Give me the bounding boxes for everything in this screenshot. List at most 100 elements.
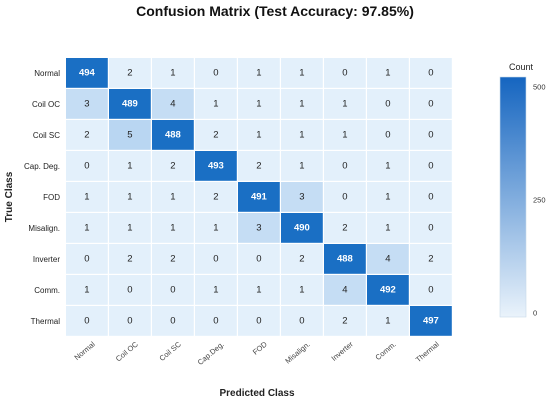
cell-value-label: 1 [213, 284, 218, 295]
heatmap-cell [367, 275, 409, 305]
x-tick-label: Thermal [414, 339, 441, 364]
cell-value-label: 0 [170, 315, 175, 326]
heatmap-cell [367, 213, 409, 243]
heatmap-cell [109, 182, 151, 212]
heatmap-cell [152, 151, 194, 181]
cell-value-label: 1 [170, 191, 175, 202]
cell-value-label: 0 [342, 191, 347, 202]
heatmap-cell [195, 120, 237, 150]
cell-value-label: 0 [256, 253, 261, 264]
heatmap-cell [367, 306, 409, 336]
cell-value-label: 488 [165, 129, 181, 140]
heatmap-cell [109, 89, 151, 119]
cell-value-label: 0 [213, 315, 218, 326]
heatmap-cell [195, 275, 237, 305]
cell-value-label: 0 [299, 315, 304, 326]
y-tick-label: Normal [34, 69, 60, 78]
heatmap-cell [324, 120, 366, 150]
cell-value-label: 1 [342, 98, 347, 109]
cell-value-label: 5 [127, 129, 132, 140]
heatmap-cell [367, 151, 409, 181]
cell-value-label: 1 [213, 98, 218, 109]
heatmap-cell [66, 151, 108, 181]
cell-value-label: 1 [385, 67, 390, 78]
cell-value-label: 0 [256, 315, 261, 326]
cell-value-label: 1 [127, 222, 132, 233]
heatmap-cell [324, 244, 366, 274]
x-tick-labels: Normal Coil OC Coil SC Cap.Deg. FOD Misalign.… [72, 339, 441, 367]
cell-value-label: 0 [84, 315, 89, 326]
y-tick-label: Cap. Deg. [24, 162, 60, 171]
heatmap-cell [324, 275, 366, 305]
heatmap-cell [66, 244, 108, 274]
heatmap-cell [238, 151, 280, 181]
cell-value-label: 493 [208, 160, 224, 171]
cell-value-label: 0 [342, 67, 347, 78]
cell-value-label: 0 [170, 284, 175, 295]
heatmap-cell [281, 182, 323, 212]
x-tick-label: FOD [251, 339, 269, 356]
cell-value-label: 1 [256, 67, 261, 78]
cell-value-label: 1 [84, 222, 89, 233]
heatmap-cell [324, 89, 366, 119]
heatmap-cell [410, 58, 452, 88]
cell-value-label: 491 [251, 191, 268, 202]
x-tick-label: Comm. [373, 340, 397, 362]
cell-value-label: 0 [127, 315, 132, 326]
heatmap-cell [367, 58, 409, 88]
heatmap-cell [238, 306, 280, 336]
heatmap-cell [109, 151, 151, 181]
cell-value-label: 3 [256, 222, 261, 233]
heatmap-cell [281, 151, 323, 181]
heatmap-cell [195, 58, 237, 88]
cell-value-label: 2 [170, 160, 175, 171]
cell-value-label: 1 [342, 129, 347, 140]
cell-value-label: 2 [213, 129, 218, 140]
cell-value-label: 1 [256, 129, 261, 140]
cell-value-label: 2 [127, 67, 132, 78]
cell-value-label: 1 [299, 160, 304, 171]
cell-value-label: 490 [294, 222, 310, 233]
cell-value-label: 1 [385, 160, 390, 171]
y-axis-label: True Class [4, 171, 15, 222]
cell-value-label: 3 [84, 98, 89, 109]
cell-value-label: 0 [428, 98, 433, 109]
heatmap-cell [195, 244, 237, 274]
cell-value-label: 0 [428, 191, 433, 202]
cell-value-label: 1 [170, 67, 175, 78]
heatmap-cell [152, 120, 194, 150]
cell-value-label: 0 [428, 222, 433, 233]
x-tick-label: Cap.Deg. [196, 340, 226, 367]
heatmap-cell [367, 120, 409, 150]
cell-value-label: 1 [299, 67, 304, 78]
heatmap-cell [195, 151, 237, 181]
x-tick-label: Misalign. [283, 340, 311, 366]
heatmap-cell [109, 275, 151, 305]
cell-value-label: 0 [428, 284, 433, 295]
cell-value-label: 2 [342, 222, 347, 233]
cell-value-label: 2 [213, 191, 218, 202]
cell-value-label: 1 [256, 284, 261, 295]
cell-value-label: 2 [170, 253, 175, 264]
cell-value-label: 4 [170, 98, 175, 109]
heatmap-cell [66, 58, 108, 88]
cell-value-label: 0 [127, 284, 132, 295]
heatmap-cell [324, 151, 366, 181]
heatmap-cell [324, 58, 366, 88]
colorbar-gradient [499, 76, 527, 318]
heatmap-cell [152, 244, 194, 274]
cell-value-label: 2 [428, 253, 433, 264]
cell-value-label: 489 [122, 98, 138, 109]
heatmap-cell [281, 244, 323, 274]
cell-value-label: 0 [342, 160, 347, 171]
heatmap-cell [152, 89, 194, 119]
heatmap-cell [410, 89, 452, 119]
heatmap-cell [238, 182, 280, 212]
cell-value-label: 1 [127, 191, 132, 202]
colorbar-tick-label: 0 [533, 309, 537, 318]
heatmap-cell [324, 182, 366, 212]
heatmap-cell [410, 120, 452, 150]
x-tick-label: Inverter [330, 339, 356, 363]
cell-value-label: 1 [299, 129, 304, 140]
cell-value-label: 1 [385, 191, 390, 202]
